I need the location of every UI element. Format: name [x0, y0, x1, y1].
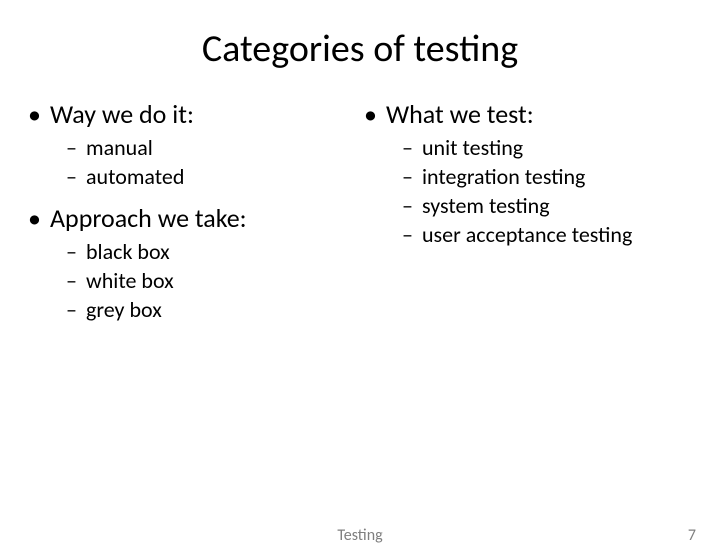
heading-text: Way we do it:	[50, 98, 194, 130]
item-text: user acceptance testing	[422, 221, 632, 248]
item-text: black box	[86, 238, 170, 265]
left-column: • Way we do it: – manual – automated • A…	[28, 98, 356, 325]
dash-icon: –	[66, 296, 86, 323]
list-item: – white box	[66, 267, 356, 294]
item-text: unit testing	[422, 134, 523, 161]
footer-page-number: 7	[688, 526, 696, 545]
item-text: system testing	[422, 192, 550, 219]
left-heading-1: • Way we do it:	[28, 98, 356, 130]
right-heading-1: • What we test:	[364, 98, 692, 130]
bullet-icon: •	[364, 98, 386, 130]
list-item: – black box	[66, 238, 356, 265]
item-text: automated	[86, 163, 184, 190]
slide-title: Categories of testing	[28, 26, 692, 72]
list-item: – user acceptance testing	[402, 221, 692, 248]
item-text: grey box	[86, 296, 162, 323]
dash-icon: –	[66, 238, 86, 265]
right-column: • What we test: – unit testing – integra…	[364, 98, 692, 325]
left-heading-2: • Approach we take:	[28, 202, 356, 234]
item-text: manual	[86, 134, 153, 161]
dash-icon: –	[402, 192, 422, 219]
content-columns: • Way we do it: – manual – automated • A…	[28, 98, 692, 325]
bullet-icon: •	[28, 98, 50, 130]
list-item: – grey box	[66, 296, 356, 323]
dash-icon: –	[402, 221, 422, 248]
list-item: – manual	[66, 134, 356, 161]
heading-text: Approach we take:	[50, 202, 247, 234]
bullet-icon: •	[28, 202, 50, 234]
list-item: – unit testing	[402, 134, 692, 161]
footer-center-text: Testing	[337, 526, 382, 545]
slide: Categories of testing • Way we do it: – …	[0, 0, 720, 540]
dash-icon: –	[66, 267, 86, 294]
list-item: – automated	[66, 163, 356, 190]
item-text: white box	[86, 267, 174, 294]
dash-icon: –	[66, 134, 86, 161]
list-item: – integration testing	[402, 163, 692, 190]
list-item: – system testing	[402, 192, 692, 219]
dash-icon: –	[402, 134, 422, 161]
dash-icon: –	[402, 163, 422, 190]
heading-text: What we test:	[386, 98, 534, 130]
item-text: integration testing	[422, 163, 585, 190]
dash-icon: –	[66, 163, 86, 190]
